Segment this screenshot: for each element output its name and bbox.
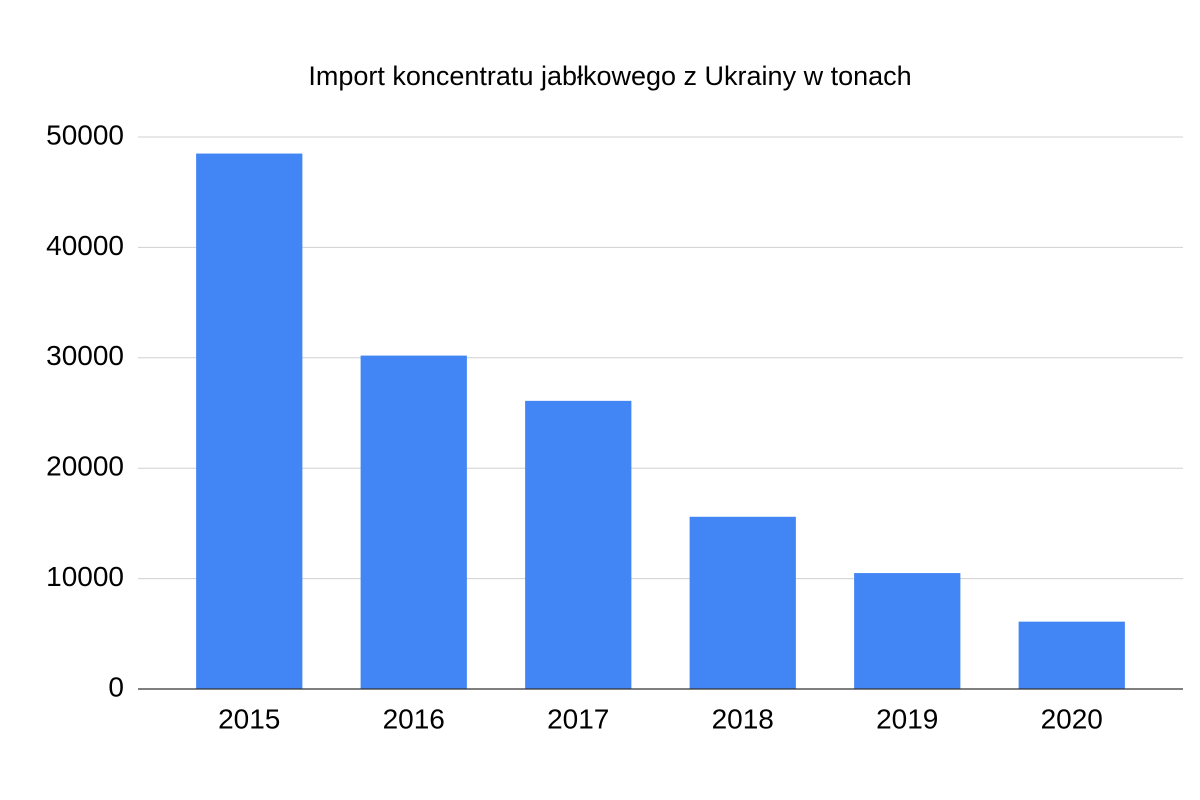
- x-tick-label: 2017: [547, 703, 609, 734]
- x-tick-label: 2016: [383, 703, 445, 734]
- x-tick-label: 2018: [712, 703, 774, 734]
- x-tick-label: 2020: [1041, 703, 1103, 734]
- y-tick-label: 10000: [46, 561, 124, 592]
- x-tick-label: 2015: [218, 703, 280, 734]
- x-tick-label: 2019: [876, 703, 938, 734]
- bar: [525, 400, 632, 689]
- bar: [196, 153, 303, 689]
- bar: [689, 516, 796, 689]
- bar: [1018, 621, 1125, 689]
- y-tick-label: 20000: [46, 451, 124, 482]
- y-tick-label: 50000: [46, 119, 124, 150]
- bar: [360, 355, 467, 689]
- y-tick-label: 30000: [46, 340, 124, 371]
- y-tick-label: 40000: [46, 230, 124, 261]
- y-tick-label: 0: [108, 671, 124, 702]
- bar: [854, 573, 961, 689]
- chart-title: Import koncentratu jabłkowego z Ukrainy …: [308, 61, 911, 91]
